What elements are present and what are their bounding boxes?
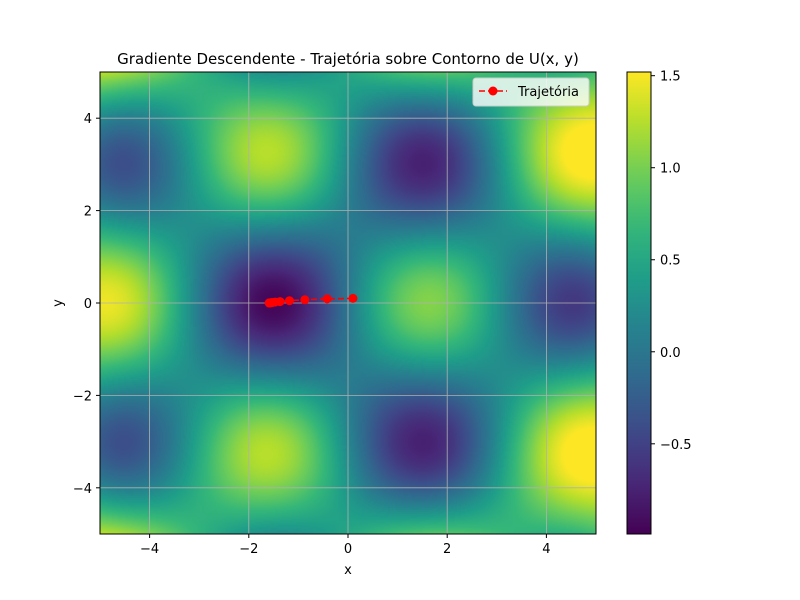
y-tick-label: 4	[84, 112, 92, 127]
legend: Trajetória	[472, 77, 590, 107]
trajectory-point	[300, 295, 310, 305]
trajectory-point	[284, 296, 294, 306]
trajectory-point	[264, 298, 274, 308]
colorbar-tick-label: 0.5	[660, 254, 681, 269]
colorbar: −0.5 0.0 0.5 1.0 1.5	[626, 70, 692, 535]
trajectory-point	[348, 293, 358, 303]
colorbar-gradient	[626, 71, 652, 535]
y-axis-label: y	[51, 299, 66, 307]
grid-lines	[100, 72, 596, 534]
colorbar-tick-label: 1.0	[660, 162, 681, 177]
y-ticks: −4 −2 0 2 4	[73, 112, 100, 497]
x-tick-label: −2	[239, 542, 258, 557]
x-tick-label: 2	[443, 542, 451, 557]
x-tick-label: 0	[344, 542, 352, 557]
trajectory-series	[264, 293, 358, 308]
y-tick-label: 2	[84, 205, 92, 220]
y-tick-label: −2	[73, 389, 92, 404]
colorbar-tick-label: 1.5	[660, 70, 681, 85]
x-tick-label: −4	[140, 542, 159, 557]
x-axis-label: x	[344, 563, 352, 578]
y-tick-label: 0	[84, 297, 92, 312]
x-ticks: −4 −2 0 2 4	[140, 534, 551, 557]
legend-label-trajetoria: Trajetória	[517, 85, 579, 100]
trajectory-point	[322, 294, 332, 304]
plot-area: −4 −2 0 2 4 −4 −2 0 2 4	[73, 71, 597, 557]
colorbar-tick-label: 0.0	[660, 346, 681, 361]
x-tick-label: 4	[542, 542, 550, 557]
colorbar-tick-label: −0.5	[660, 438, 692, 453]
chart-title: Gradiente Descendente - Trajetória sobre…	[117, 50, 579, 68]
legend-marker-sample	[488, 86, 498, 96]
colorbar-ticks: −0.5 0.0 0.5 1.0 1.5	[651, 70, 692, 453]
legend-box	[472, 77, 590, 107]
y-tick-label: −4	[73, 482, 92, 497]
